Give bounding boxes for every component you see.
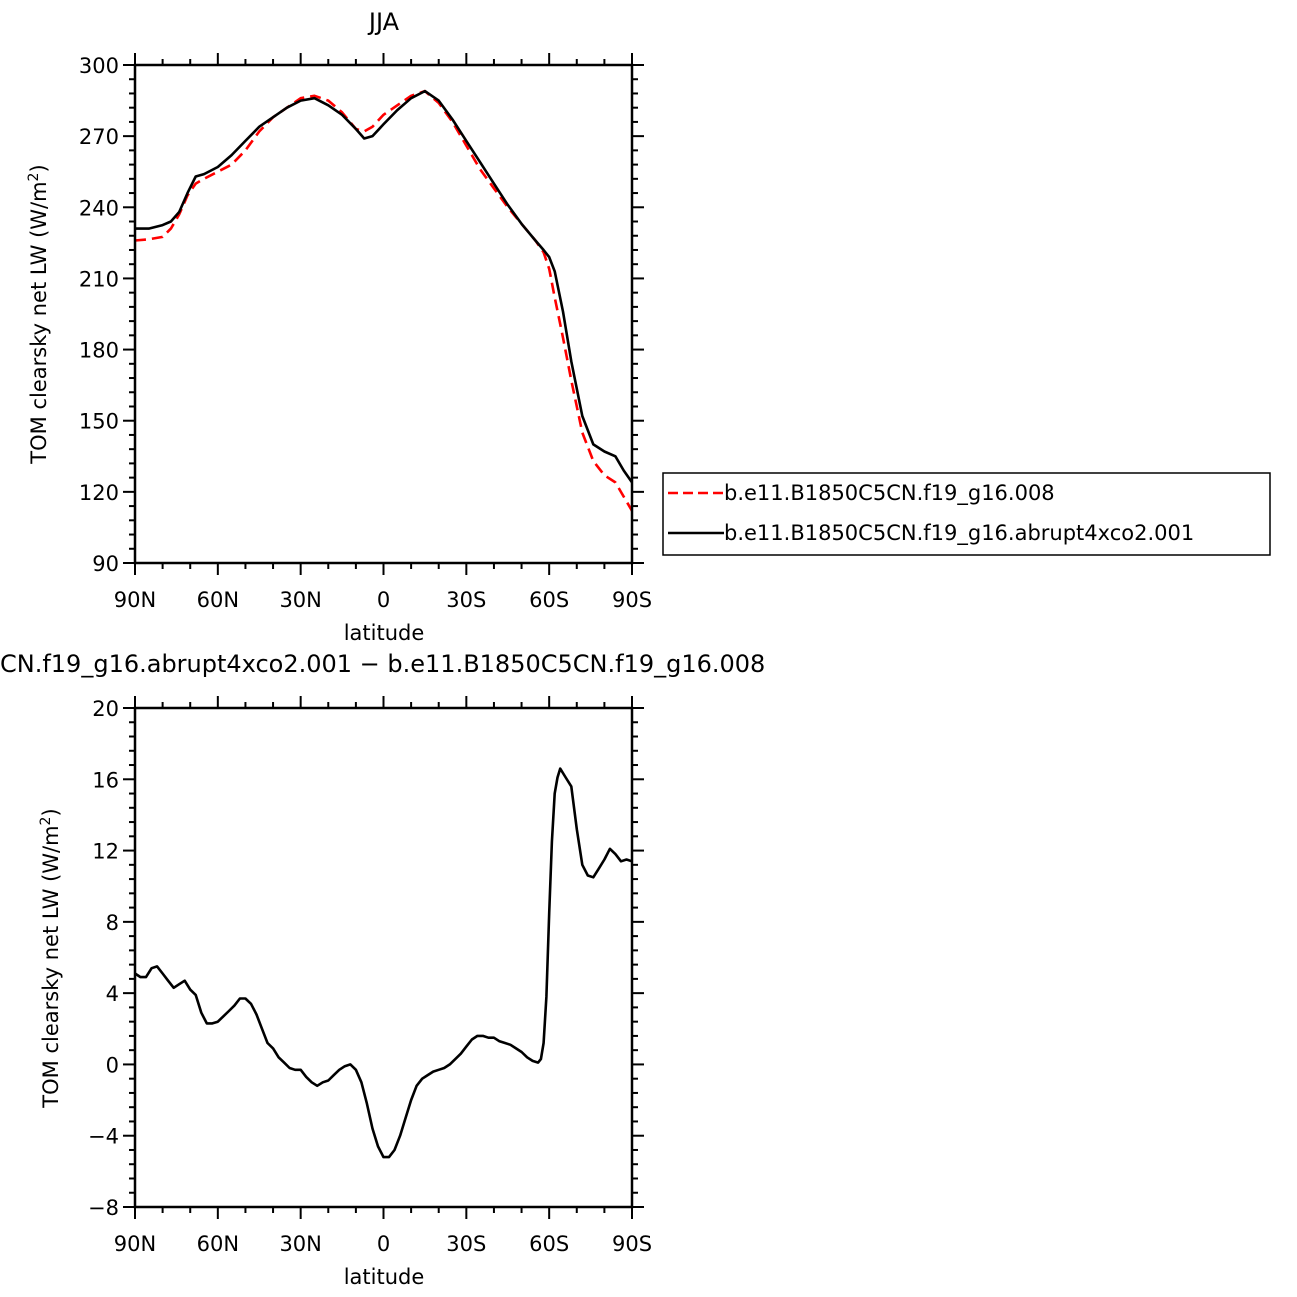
y-tick-label-top: 270 bbox=[79, 125, 119, 149]
x-axis-label-top: latitude bbox=[344, 621, 425, 645]
x-tick-label-top: 60S bbox=[529, 588, 569, 612]
y-tick-label-top: 210 bbox=[79, 267, 119, 291]
ticks-group-bottom: 90N 60N 30N 0 30S 60S 90S −8 −4 0 4 8 12 16 20 bbox=[88, 696, 652, 1256]
x-tick-label-bottom: 90N bbox=[114, 1232, 156, 1256]
legend-label-abrupt4xco2: b.e11.B1850C5CN.f19_g16.abrupt4xco2.001 bbox=[724, 521, 1194, 546]
y-axis-label-bottom-main: TOM clearsky net LW (W/m bbox=[39, 825, 63, 1108]
y-axis-label-bottom: TOM clearsky net LW (W/m2) bbox=[38, 808, 63, 1108]
x-tick-label-bottom: 90S bbox=[612, 1232, 652, 1256]
x-tick-label-top: 0 bbox=[377, 588, 390, 612]
plot-frame-top bbox=[133, 63, 634, 565]
y-axis-label-bottom-close: ) bbox=[39, 808, 63, 816]
y-tick-label-bottom: 4 bbox=[106, 982, 119, 1006]
y-tick-label-top: 90 bbox=[92, 552, 119, 576]
y-axis-label-top-sup: 2 bbox=[26, 173, 42, 182]
y-axis-label-top-main: TOM clearsky net LW (W/m bbox=[27, 181, 51, 464]
ticks-group-top: 90N 60N 30N 0 30S 60S 90S 90 120 150 180 210 240 270 3… bbox=[79, 53, 652, 612]
y-tick-label-top: 150 bbox=[79, 410, 119, 434]
series-line-top-1 bbox=[135, 89, 634, 484]
y-tick-label-top: 180 bbox=[79, 339, 119, 363]
x-tick-label-bottom: 60S bbox=[529, 1232, 569, 1256]
x-tick-label-top: 30S bbox=[446, 588, 486, 612]
y-tick-label-top: 240 bbox=[79, 196, 119, 220]
x-tick-label-bottom: 30N bbox=[279, 1232, 321, 1256]
x-tick-label-top: 30N bbox=[279, 588, 321, 612]
series-line-bottom-0 bbox=[134, 767, 633, 1159]
x-tick-label-top: 90S bbox=[612, 588, 652, 612]
panel-bottom: CN.f19_g16.abrupt4xco2.001 − b.e11.B1850… bbox=[0, 650, 765, 1289]
y-tick-label-bottom: 8 bbox=[106, 911, 119, 935]
series-group-top bbox=[134, 89, 634, 512]
series-line-top-0 bbox=[134, 89, 634, 512]
legend-label-control: b.e11.B1850C5CN.f19_g16.008 bbox=[724, 481, 1055, 506]
y-tick-label-bottom: 12 bbox=[92, 840, 119, 864]
x-tick-label-bottom: 60N bbox=[197, 1232, 239, 1256]
x-tick-label-top: 90N bbox=[114, 588, 156, 612]
x-tick-label-top: 60N bbox=[197, 588, 239, 612]
legend: b.e11.B1850C5CN.f19_g16.008 b.e11.B1850C… bbox=[662, 472, 1271, 556]
y-axis-label-top: TOM clearsky net LW (W/m2) bbox=[26, 164, 51, 464]
y-tick-label-bottom: −8 bbox=[88, 1196, 119, 1220]
y-tick-label-bottom: 20 bbox=[92, 697, 119, 721]
y-tick-label-bottom: 16 bbox=[92, 768, 119, 792]
chart-title-bottom: CN.f19_g16.abrupt4xco2.001 − b.e11.B1850… bbox=[0, 650, 765, 678]
panel-top: JJA 90N 60N 30N 0 30S 60S 90S 90 120 150 180 210 240… bbox=[26, 8, 1271, 645]
legend-box bbox=[662, 472, 1271, 556]
y-tick-label-top: 120 bbox=[79, 481, 119, 505]
x-tick-label-bottom: 0 bbox=[377, 1232, 390, 1256]
y-tick-label-bottom: −4 bbox=[88, 1125, 119, 1149]
x-tick-label-bottom: 30S bbox=[446, 1232, 486, 1256]
series-group-bottom bbox=[134, 767, 633, 1159]
chart-title-top: JJA bbox=[367, 8, 400, 36]
y-tick-label-bottom: 0 bbox=[106, 1053, 119, 1077]
y-axis-label-bottom-sup: 2 bbox=[38, 817, 54, 826]
y-tick-label-top: 300 bbox=[79, 54, 119, 78]
x-axis-label-bottom: latitude bbox=[344, 1265, 425, 1289]
y-axis-label-top-close: ) bbox=[27, 164, 51, 172]
